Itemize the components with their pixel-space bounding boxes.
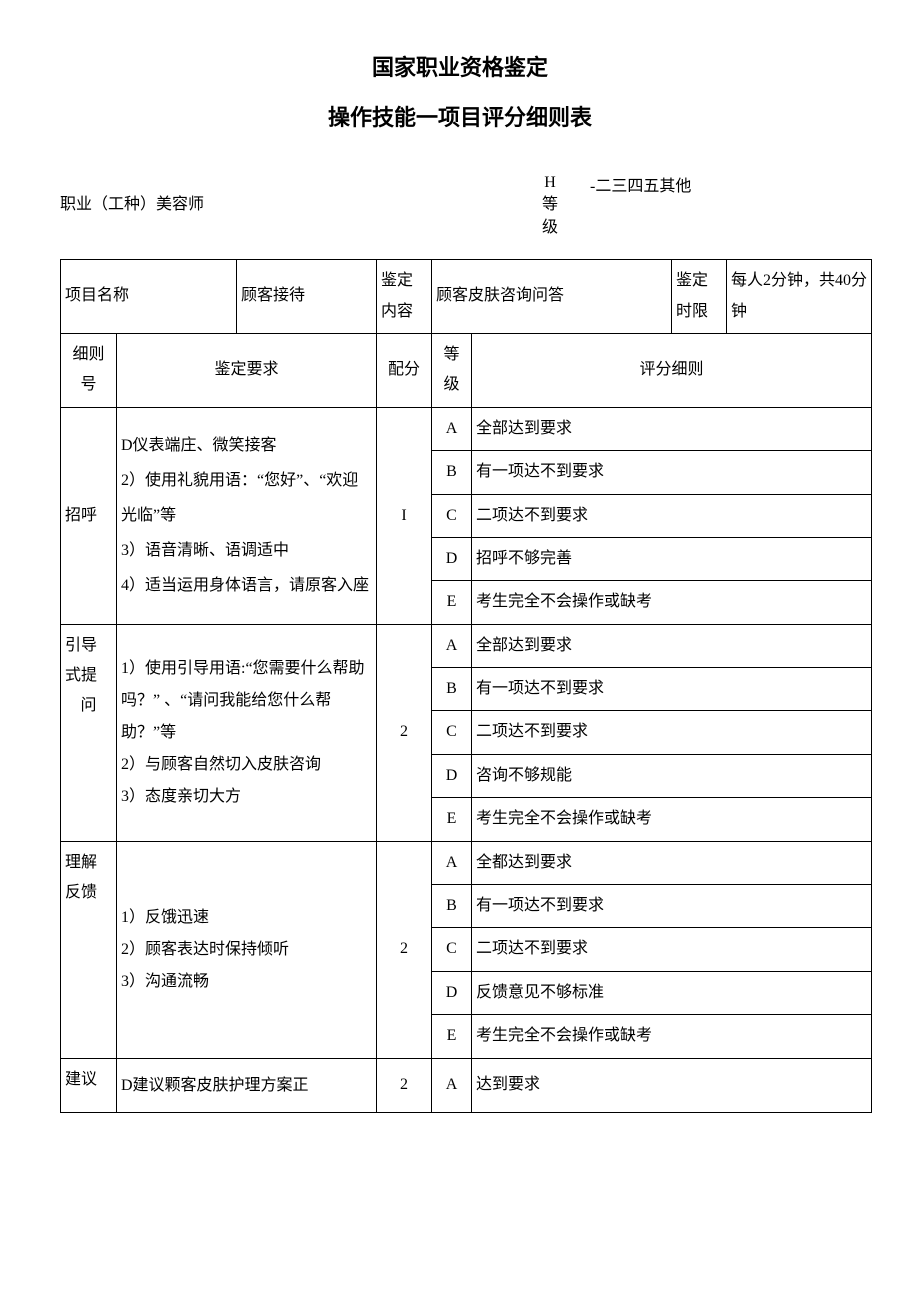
table-row: 理解 反馈 1）反饿迅速 2）顾客表达时保持倾听 3）沟通流畅 2 A 全都达到… bbox=[61, 841, 872, 884]
page-title-1: 国家职业资格鉴定 bbox=[60, 50, 860, 82]
page-title-2: 操作技能一项目评分细则表 bbox=[60, 100, 860, 132]
criteria-cell: 考生完全不会操作或缺考 bbox=[472, 1015, 872, 1058]
section-score: 2 bbox=[377, 624, 432, 841]
section-name-l1: 理解 bbox=[65, 854, 97, 871]
time-limit-label-1: 鉴定 bbox=[676, 272, 708, 289]
section-name-l1: 引导 bbox=[65, 637, 97, 654]
level-label: H 等 级 bbox=[520, 172, 580, 239]
col-rule-no-1: 细则 bbox=[72, 346, 104, 363]
col-requirement: 鉴定要求 bbox=[117, 333, 377, 407]
criteria-cell: 全都达到要求 bbox=[472, 841, 872, 884]
assess-content-label: 鉴定 内容 bbox=[377, 260, 432, 334]
grade-cell: A bbox=[432, 841, 472, 884]
col-rule-no: 细则 号 bbox=[61, 333, 117, 407]
criteria-cell: 反馈意见不够标准 bbox=[472, 971, 872, 1014]
criteria-cell: 考生完全不会操作或缺考 bbox=[472, 581, 872, 624]
section-score: I bbox=[377, 407, 432, 624]
criteria-cell: 有一项达不到要求 bbox=[472, 885, 872, 928]
col-criteria: 评分细则 bbox=[472, 333, 872, 407]
grade-cell: D bbox=[432, 754, 472, 797]
project-name-value: 顾客接待 bbox=[237, 260, 377, 334]
criteria-cell: 全部达到要求 bbox=[472, 624, 872, 667]
criteria-cell: 有一项达不到要求 bbox=[472, 668, 872, 711]
grade-cell: C bbox=[432, 711, 472, 754]
criteria-cell: 有一项达不到要求 bbox=[472, 451, 872, 494]
assess-content-label-2: 内容 bbox=[381, 303, 413, 320]
col-score: 配分 bbox=[377, 333, 432, 407]
criteria-cell: 咨询不够规能 bbox=[472, 754, 872, 797]
section-requirement: 1）使用引导用语:“您需要什么帮助吗？” 、“请问我能给您什么帮助？”等 2）与… bbox=[117, 624, 377, 841]
criteria-cell: 二项达不到要求 bbox=[472, 928, 872, 971]
grade-cell: B bbox=[432, 668, 472, 711]
assess-content-label-1: 鉴定 bbox=[381, 272, 413, 289]
grade-cell: A bbox=[432, 407, 472, 450]
section-requirement: D仪表端庄、微笑接客 2）使用礼貌用语：“您好”、“欢迎光临”等 3）语音清晰、… bbox=[117, 407, 377, 624]
section-name-l3: 问 bbox=[65, 691, 112, 721]
table-row: 引导 式提 问 1）使用引导用语:“您需要什么帮助吗？” 、“请问我能给您什么帮… bbox=[61, 624, 872, 667]
col-grade-1: 等 bbox=[444, 346, 460, 363]
info-row: 项目名称 顾客接待 鉴定 内容 顾客皮肤咨询问答 鉴定 时限 每人2分钟，共40… bbox=[61, 260, 872, 334]
scoring-table: 项目名称 顾客接待 鉴定 内容 顾客皮肤咨询问答 鉴定 时限 每人2分钟，共40… bbox=[60, 259, 872, 1113]
grade-cell: A bbox=[432, 624, 472, 667]
grade-cell: C bbox=[432, 494, 472, 537]
header-h: H bbox=[544, 174, 556, 191]
level-char-2: 级 bbox=[542, 219, 558, 236]
levels-text: -二三四五其他 bbox=[580, 172, 860, 239]
grade-cell: E bbox=[432, 798, 472, 841]
criteria-cell: 全部达到要求 bbox=[472, 407, 872, 450]
table-row: 招呼 D仪表端庄、微笑接客 2）使用礼貌用语：“您好”、“欢迎光临”等 3）语音… bbox=[61, 407, 872, 450]
table-row: 建议 D建议颗客皮肤护理方案正 2 A 达到要求 bbox=[61, 1058, 872, 1113]
project-name-label: 项目名称 bbox=[61, 260, 237, 334]
section-name: 建议 bbox=[61, 1058, 117, 1113]
section-name-l2: 反馈 bbox=[65, 884, 97, 901]
section-requirement: D建议颗客皮肤护理方案正 bbox=[117, 1058, 377, 1113]
time-limit-label-2: 时限 bbox=[676, 303, 708, 320]
column-header-row: 细则 号 鉴定要求 配分 等 级 评分细则 bbox=[61, 333, 872, 407]
grade-cell: C bbox=[432, 928, 472, 971]
col-grade: 等 级 bbox=[432, 333, 472, 407]
grade-cell: B bbox=[432, 451, 472, 494]
occupation-label: 职业（工种）美容师 bbox=[60, 172, 520, 239]
time-limit-label: 鉴定 时限 bbox=[672, 260, 727, 334]
header-row: 职业（工种）美容师 H 等 级 -二三四五其他 bbox=[60, 172, 860, 239]
section-name: 理解 反馈 bbox=[61, 841, 117, 1058]
grade-cell: A bbox=[432, 1058, 472, 1113]
time-limit-value: 每人2分钟，共40分钟 bbox=[727, 260, 872, 334]
section-score: 2 bbox=[377, 841, 432, 1058]
assess-content-value: 顾客皮肤咨询问答 bbox=[432, 260, 672, 334]
section-requirement: 1）反饿迅速 2）顾客表达时保持倾听 3）沟通流畅 bbox=[117, 841, 377, 1058]
grade-cell: B bbox=[432, 885, 472, 928]
section-name-l2: 式提 bbox=[65, 667, 97, 684]
criteria-cell: 招呼不够完善 bbox=[472, 537, 872, 580]
criteria-cell: 考生完全不会操作或缺考 bbox=[472, 798, 872, 841]
grade-cell: D bbox=[432, 971, 472, 1014]
section-name: 招呼 bbox=[61, 407, 117, 624]
col-grade-2: 级 bbox=[444, 376, 460, 393]
criteria-cell: 二项达不到要求 bbox=[472, 711, 872, 754]
criteria-cell: 达到要求 bbox=[472, 1058, 872, 1113]
section-name: 引导 式提 问 bbox=[61, 624, 117, 841]
criteria-cell: 二项达不到要求 bbox=[472, 494, 872, 537]
section-score: 2 bbox=[377, 1058, 432, 1113]
level-char-1: 等 bbox=[542, 196, 558, 213]
grade-cell: E bbox=[432, 581, 472, 624]
grade-cell: E bbox=[432, 1015, 472, 1058]
grade-cell: D bbox=[432, 537, 472, 580]
col-rule-no-2: 号 bbox=[80, 376, 96, 393]
